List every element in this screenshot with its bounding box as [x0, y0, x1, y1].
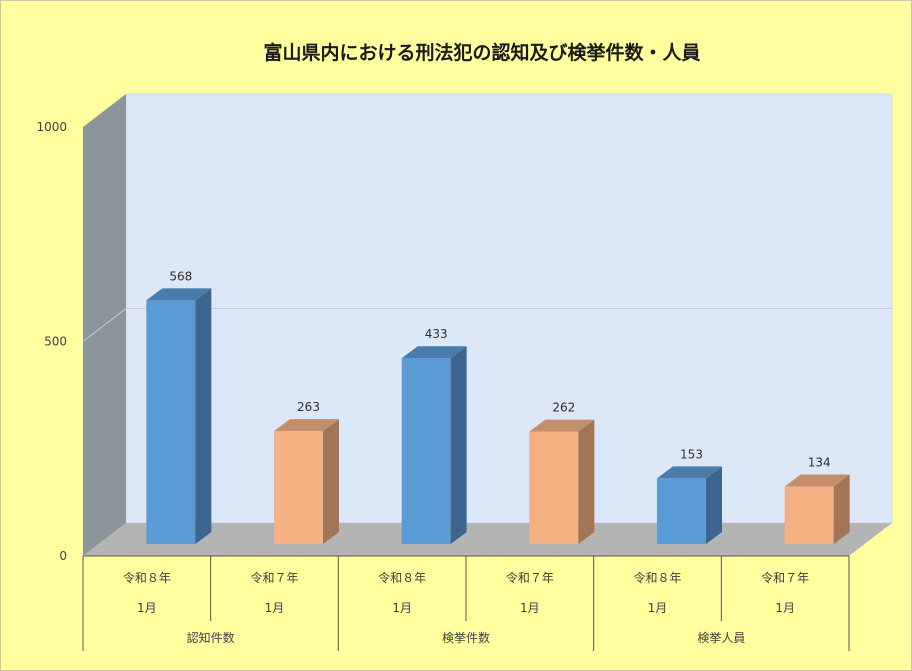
group-label: 検挙人員: [697, 631, 745, 645]
bar-side: [450, 346, 467, 544]
group-label: 検挙件数: [442, 630, 490, 645]
y-axis: 0 500 1000: [36, 120, 67, 563]
bar-front: [146, 300, 196, 544]
period-label: 1月: [137, 601, 157, 615]
bar-top: [146, 288, 212, 301]
bar-top: [784, 474, 850, 487]
bar-side: [833, 474, 850, 544]
chart-title: 富山県内における刑法犯の認知及び検挙件数・人員: [263, 41, 700, 64]
y-tick-label: 1000: [36, 120, 67, 134]
data-label: 568: [169, 269, 192, 283]
bar-side: [195, 288, 212, 544]
data-label: 134: [808, 456, 831, 470]
bar-front: [529, 431, 579, 544]
bar-front: [274, 431, 323, 544]
period-label: 1月: [392, 601, 412, 615]
data-label: 262: [552, 401, 575, 415]
bar-top: [657, 466, 722, 479]
bar: [657, 466, 722, 544]
group-label: 認知件数: [187, 630, 235, 645]
x-axis-table: 令和８年 1月 令和７年 1月 令和８年 1月 令和７年 1月 令和８年 1月 令和７年 1月認知件数…: [82, 555, 850, 651]
bar-side: [706, 466, 722, 544]
bar-side: [323, 419, 339, 544]
y-tick-label: 0: [59, 549, 67, 563]
bar-front: [401, 358, 451, 544]
gridline: [82, 308, 892, 342]
category-label: 令和７年: [761, 570, 809, 585]
data-label: 263: [297, 400, 320, 414]
data-labels: 568 263 433 262 153 134: [169, 269, 830, 469]
category-label: 令和７年: [250, 570, 298, 585]
bar: [401, 346, 467, 544]
bar-front: [784, 486, 834, 544]
bar-top: [529, 419, 595, 432]
bar: [784, 474, 850, 544]
period-label: 1月: [775, 601, 795, 615]
bars: [146, 288, 850, 544]
bar: [529, 419, 595, 544]
bar: [146, 288, 212, 544]
bar-top: [274, 419, 339, 432]
period-label: 1月: [520, 601, 540, 615]
gridlines: [82, 308, 892, 342]
data-label: 433: [425, 327, 448, 341]
category-label: 令和８年: [123, 570, 171, 585]
bar-side: [578, 419, 595, 544]
category-label: 令和８年: [378, 570, 426, 585]
data-label: 153: [680, 447, 703, 461]
category-label: 令和７年: [506, 570, 554, 585]
category-label: 令和８年: [633, 570, 681, 585]
period-label: 1月: [648, 601, 668, 615]
period-label: 1月: [265, 601, 285, 615]
bar-top: [401, 346, 467, 359]
y-tick-label: 500: [44, 335, 67, 349]
bar: [274, 419, 339, 544]
bar-front: [657, 478, 706, 544]
